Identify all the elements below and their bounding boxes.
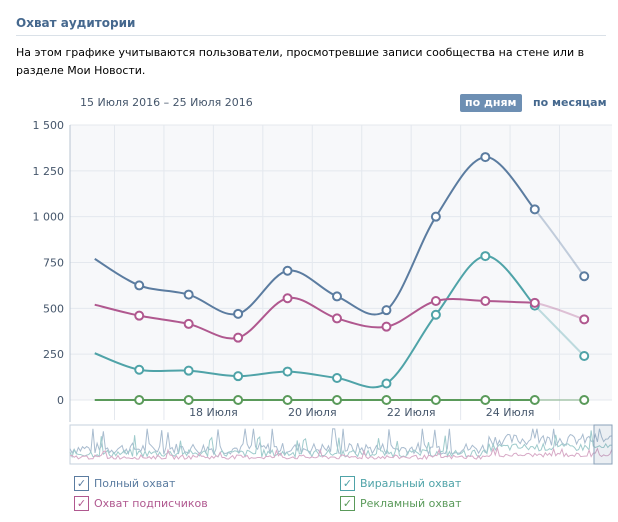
checkbox-icon[interactable]: ✓: [74, 496, 89, 511]
series-line: [94, 156, 536, 316]
date-range: 15 Июля 2016 – 25 Июля 2016: [80, 96, 253, 109]
section-title: Охват аудитории: [16, 16, 136, 30]
y-tick-label: 500: [43, 302, 64, 315]
y-tick-label: 750: [43, 257, 64, 270]
x-tick-label: 22 Июля: [387, 406, 436, 419]
series-line: [94, 297, 535, 340]
data-point: [134, 280, 145, 291]
data-point: [183, 395, 194, 405]
data-point: [282, 265, 293, 276]
y-tick-label: 1 250: [33, 165, 65, 178]
legend-item[interactable]: ✓ Охват подписчиков: [74, 496, 208, 511]
data-point: [381, 305, 392, 316]
legend-item[interactable]: ✓ Полный охват: [74, 476, 175, 491]
data-point: [430, 296, 441, 306]
data-point: [233, 332, 244, 343]
by-months-button[interactable]: по месяцам: [533, 96, 607, 109]
navigator-series: [69, 430, 613, 459]
by-days-button[interactable]: по дням: [460, 94, 522, 112]
data-point: [134, 364, 145, 375]
data-point: [134, 310, 145, 321]
data-point: [430, 309, 441, 320]
legend-label: Виральный охват: [360, 477, 462, 490]
data-point: [332, 291, 342, 302]
data-point: [381, 378, 392, 389]
data-point: [480, 395, 491, 405]
data-point: [480, 152, 491, 163]
checkbox-icon[interactable]: ✓: [74, 476, 89, 491]
legend-item[interactable]: ✓ Рекламный охват: [340, 496, 462, 511]
legend-item[interactable]: ✓ Виральный охват: [340, 476, 461, 491]
data-point: [529, 297, 540, 308]
data-point: [282, 293, 293, 304]
data-point: [233, 308, 244, 319]
reach-chart[interactable]: 0 250 500 750 1 000 1 250 1 500 18 Июля 20 Июля 2…: [0, 0, 618, 470]
checkbox-icon[interactable]: ✓: [340, 496, 355, 511]
data-point: [381, 321, 392, 332]
data-point: [183, 318, 194, 329]
data-point: [233, 371, 244, 382]
series-line: [94, 255, 536, 389]
x-tick-label: 20 Июля: [288, 406, 337, 419]
data-point: [282, 395, 293, 405]
divider: [16, 35, 606, 36]
navigator-series: [69, 446, 613, 461]
data-point: [529, 395, 540, 405]
data-point: [332, 313, 342, 324]
data-point: [134, 395, 145, 405]
series-line-partial: [534, 208, 586, 277]
data-point: [480, 296, 491, 306]
legend-label: Охват подписчиков: [94, 497, 208, 510]
data-point: [480, 251, 491, 262]
x-tick-label: 24 Июля: [486, 406, 535, 419]
legend-label: Рекламный охват: [360, 497, 462, 510]
data-point: [282, 366, 293, 377]
checkbox-icon[interactable]: ✓: [340, 476, 355, 491]
y-tick-label: 1 500: [33, 119, 65, 132]
navigator-handle[interactable]: [593, 424, 613, 465]
legend-label: Полный охват: [94, 477, 176, 490]
y-tick-label: 1 000: [33, 211, 65, 224]
data-point: [579, 351, 590, 361]
data-point: [430, 395, 441, 405]
description: На этом графике учитываются пользователи…: [16, 46, 585, 77]
data-point: [381, 395, 392, 405]
y-tick-label: 250: [43, 348, 64, 361]
y-tick-label: 0: [57, 394, 64, 407]
data-point: [183, 289, 194, 300]
data-point: [183, 365, 194, 376]
data-point: [579, 395, 590, 405]
data-point: [579, 271, 590, 282]
data-point: [233, 395, 244, 405]
data-point: [430, 211, 441, 222]
data-point: [579, 314, 590, 325]
data-point: [529, 204, 540, 215]
data-point: [332, 373, 342, 383]
x-tick-label: 18 Июля: [189, 406, 238, 419]
data-point: [332, 395, 342, 405]
